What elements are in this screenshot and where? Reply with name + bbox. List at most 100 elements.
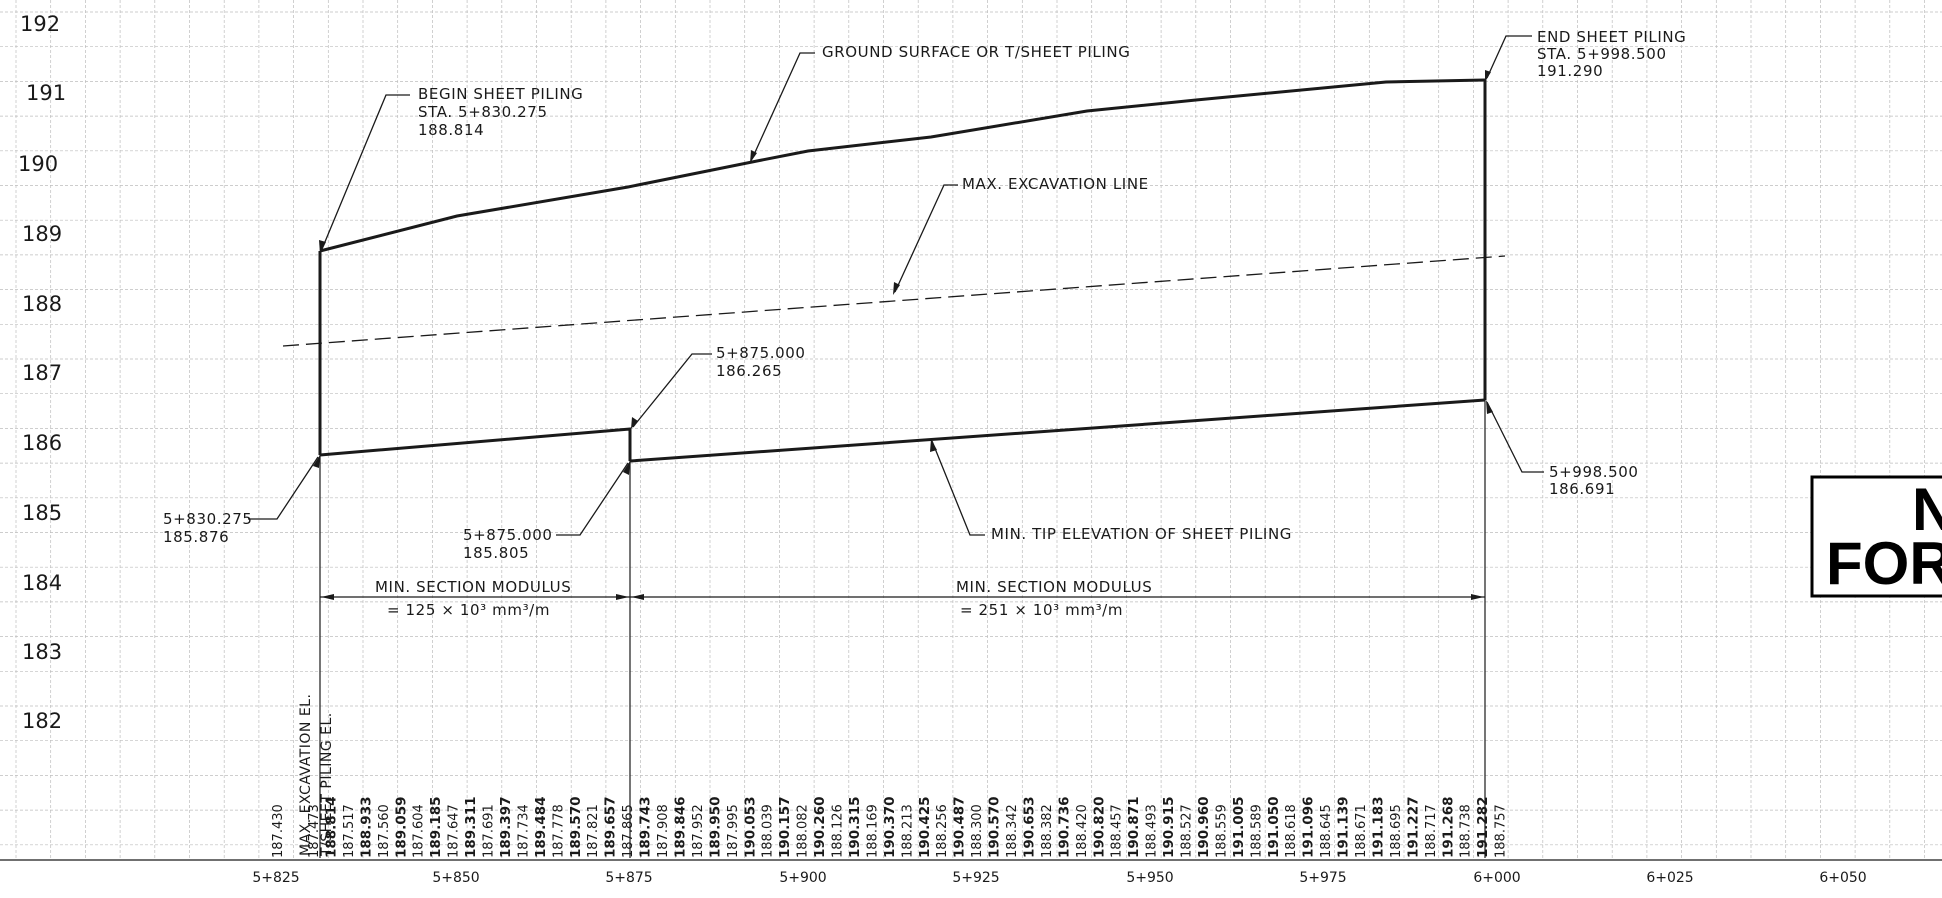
arrowhead [631,594,644,600]
elevation-value: 187.517 [342,804,357,858]
elevation-value: 187.691 [482,804,497,858]
elevation-value: 190.736 [1056,797,1072,859]
arrowhead [1471,594,1484,600]
elevation-value: 188.757 [1494,804,1509,858]
elevation-value: 187.952 [691,804,706,858]
profile-linework [282,78,1506,463]
section-modulus-left-title: MIN. SECTION MODULUS [375,578,571,596]
elevation-value: 188.082 [796,804,811,858]
elevation-value: 190.820 [1091,797,1107,859]
elevation-value: 189.570 [568,797,584,859]
station-label: 6+050 [1819,870,1866,886]
elevation-value: 187.734 [516,804,531,858]
elevation-value: 188.169 [865,804,880,858]
elevation-value: 191.050 [1266,797,1282,859]
elevation-value: 187.865 [621,804,636,858]
leader-mid-bot [556,462,629,536]
elevation-value: 188.738 [1459,804,1474,858]
elevation-label: 185 [22,501,62,525]
mid-top-station-label: 5+875.000 [716,344,806,362]
elevation-value: 188.717 [1424,804,1439,858]
elevation-label: 189 [22,222,62,246]
leader-max-exc [894,184,958,293]
elevation-value: 190.653 [1021,797,1037,859]
elevation-value: 188.814 [323,797,339,859]
leader-mid-top [632,353,712,428]
elevation-value: 189.059 [393,797,409,859]
elevation-value: 188.213 [900,804,915,858]
elevation-value: 191.005 [1231,797,1247,859]
elevation-value: 187.473 [307,804,322,858]
elevation-value: 190.960 [1196,797,1212,859]
ground-surface-line [319,78,1486,253]
left-tip-elevation-label: 185.876 [163,528,229,546]
elevation-value: 190.370 [882,797,898,859]
arrowhead [893,282,900,295]
annotations: BEGIN SHEET PILING STA. 5+830.275 188.81… [163,28,1686,619]
elevation-value: 188.618 [1284,804,1299,858]
elevation-value: 187.995 [726,804,741,858]
begin-station-label: STA. 5+830.275 [418,103,548,121]
elevation-label: 184 [22,571,62,595]
elevation-value: 188.039 [761,804,776,858]
station-label: 5+850 [432,870,479,886]
elevation-label: 190 [18,152,58,176]
stamp-box: N FOR [1810,475,1942,598]
arrowhead [319,240,326,254]
elevation-value: 190.570 [987,797,1003,859]
arrowhead [1485,70,1491,82]
elevation-value: 189.484 [533,797,549,859]
elevation-value: 189.397 [498,797,514,859]
elevation-value: 187.821 [586,804,601,858]
elevation-axis: 192 191 190 189 188 187 186 185 184 183 … [18,12,66,733]
end-sheet-piling-label: END SHEET PILING [1537,28,1686,46]
elevation-value: 187.560 [377,804,392,858]
elevation-value: 187.908 [656,804,671,858]
leader-min-tip [931,440,985,536]
right-tip-station-label: 5+998.500 [1549,463,1639,481]
leader-left-tip [248,456,319,520]
elevation-value: 190.053 [742,797,758,859]
elevation-value: 189.311 [463,797,479,859]
mid-bottom-elevation-label: 185.805 [463,544,529,562]
max-excavation-header: MAX. EXCAVATION EL. [298,694,314,856]
end-elevation-label: 191.290 [1537,62,1603,80]
elevation-value: 188.527 [1180,804,1195,858]
bottom-elevation-values: 187.430 187.473 188.814 187.517 188.933 187.5… [271,797,1509,859]
elevation-value: 190.260 [812,797,828,859]
stamp-line-2: FOR [1826,530,1942,597]
arrowhead [930,439,937,452]
elevation-value: 190.315 [847,797,863,859]
station-label: 5+900 [779,870,826,886]
elevation-value: 189.657 [603,797,619,859]
elevation-label: 188 [22,292,62,316]
station-label: 6+000 [1473,870,1520,886]
mid-bottom-station-label: 5+875.000 [463,526,553,544]
elevation-value: 190.871 [1126,797,1142,859]
station-label: 5+950 [1126,870,1173,886]
elevation-label: 183 [22,640,62,664]
elevation-value: 191.268 [1440,797,1456,859]
elevation-value: 188.256 [935,804,950,858]
elevation-value: 187.604 [412,804,427,858]
arrowheads [313,70,1493,475]
elevation-value: 191.183 [1371,797,1387,859]
elevation-value: 190.425 [917,797,933,859]
stamp-frame [1810,475,1942,598]
begin-elevation-label: 188.814 [418,121,484,139]
elevation-label: 192 [20,12,60,36]
stamp-line-1: N [1912,476,1942,543]
elevation-value: 187.647 [447,804,462,858]
grid [0,0,1942,858]
elevation-value: 191.139 [1336,797,1352,859]
elevation-value: 188.695 [1389,804,1404,858]
station-axis: 5+825 5+850 5+875 5+900 5+925 5+950 5+97… [252,870,1866,886]
arrowhead [616,594,629,600]
elevation-value: 189.950 [707,797,723,859]
leaders [248,35,1544,536]
section-modulus-right-value: = 251 × 10³ mm³/m [960,601,1123,619]
elevation-value: 189.846 [673,797,689,859]
end-station-label: STA. 5+998.500 [1537,45,1667,63]
min-tip-elevation-label: MIN. TIP ELEVATION OF SHEET PILING [991,525,1292,543]
